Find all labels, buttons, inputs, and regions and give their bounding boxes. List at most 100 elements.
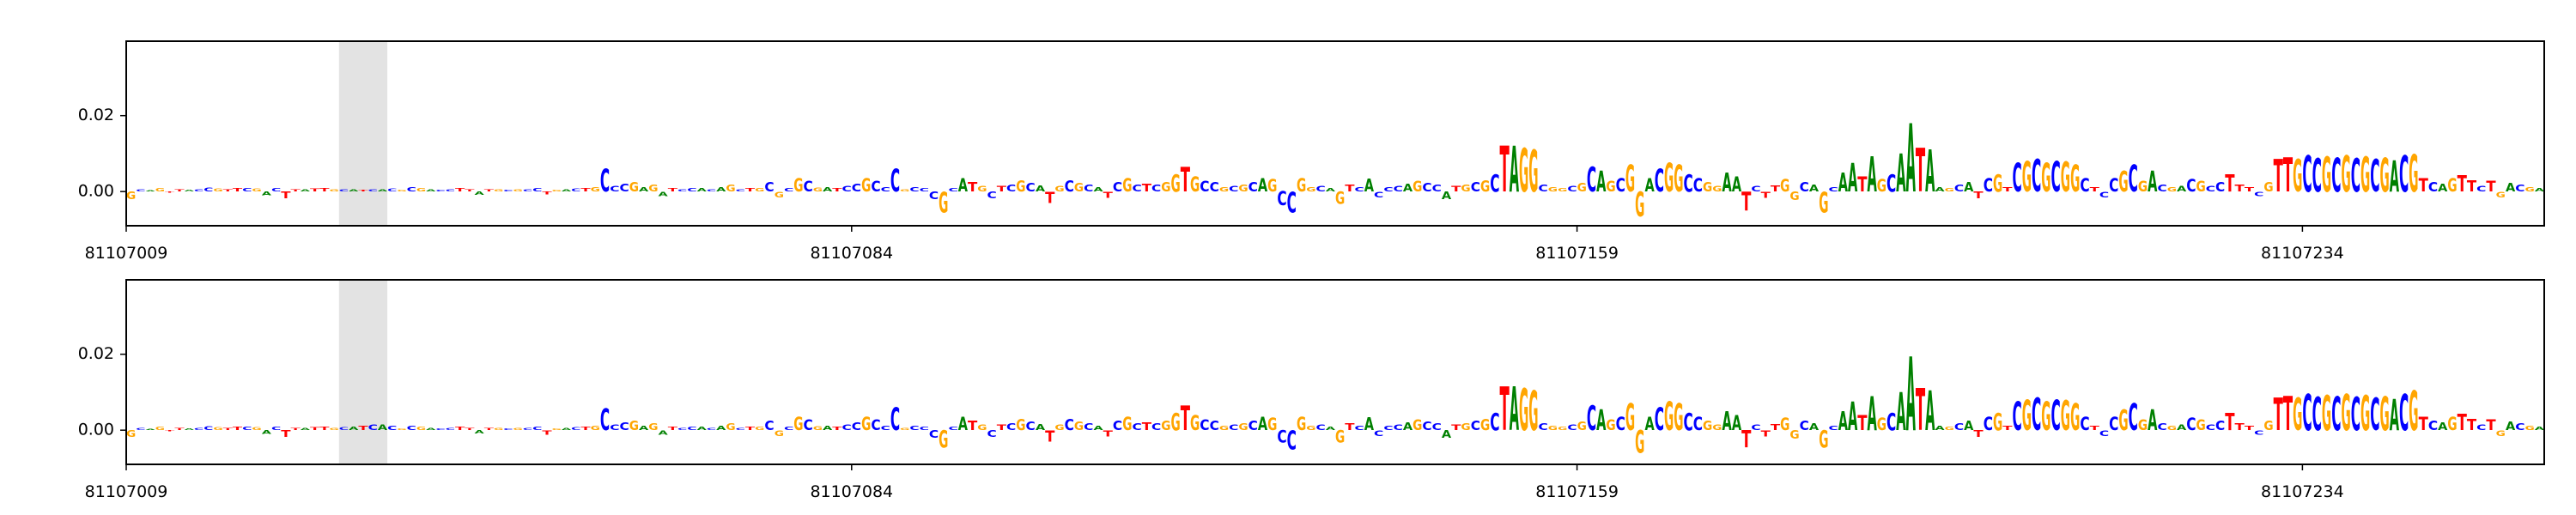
base-letter: A — [2438, 183, 2447, 195]
base-letter: T — [1045, 428, 1055, 446]
base-letter: G — [155, 427, 165, 432]
base-letter: C — [1113, 419, 1122, 433]
base-letter: C — [368, 189, 378, 192]
base-letter: G — [397, 428, 406, 431]
base-letter: C — [2351, 388, 2360, 441]
base-letter: G — [861, 415, 871, 435]
base-letter: C — [1229, 424, 1238, 433]
base-letter: C — [1984, 176, 1993, 197]
base-letter: A — [2177, 424, 2187, 433]
base-letter: C — [890, 402, 900, 439]
base-letter: G — [1528, 379, 1538, 443]
base-letter: C — [881, 424, 890, 432]
base-letter: C — [852, 183, 861, 195]
base-letter: C — [435, 428, 445, 431]
base-letter: G — [755, 188, 764, 193]
base-letter: C — [842, 424, 852, 433]
base-letter: C — [1954, 184, 1964, 195]
base-letter: C — [446, 189, 455, 192]
base-letter: C — [1567, 424, 1577, 433]
base-letter: A — [562, 427, 571, 431]
base-letter: G — [629, 419, 639, 433]
base-letter: T — [997, 424, 1007, 433]
base-letter: A — [262, 429, 272, 435]
base-letter: G — [2380, 149, 2390, 203]
base-letter: A — [562, 189, 571, 192]
base-letter: C — [136, 189, 145, 192]
base-letter: C — [1084, 422, 1093, 433]
x-tick-label: 81107234 — [2261, 244, 2344, 263]
base-letter: C — [1587, 161, 1596, 201]
base-letter: T — [465, 427, 474, 431]
base-letter: G — [1122, 176, 1132, 197]
base-letter: G — [2118, 405, 2128, 438]
base-letter: A — [1732, 411, 1741, 435]
base-letter: C — [571, 427, 580, 431]
base-letter: C — [987, 429, 996, 440]
base-letter: T — [223, 189, 233, 192]
base-letter: G — [2167, 424, 2177, 432]
base-letter: A — [1644, 415, 1655, 435]
base-letter: C — [368, 424, 378, 433]
base-letter: C — [2157, 184, 2166, 195]
base-letter: G — [2061, 393, 2070, 440]
base-letter: C — [707, 189, 716, 192]
base-letter: A — [1896, 384, 1905, 444]
base-letter: G — [1993, 171, 2002, 198]
base-letter: T — [542, 429, 552, 437]
base-letter: G — [416, 187, 426, 192]
x-tick-label: 81107234 — [2261, 482, 2344, 501]
base-letter: A — [823, 185, 833, 193]
base-letter: C — [2476, 185, 2486, 194]
base-letter: A — [1403, 421, 1413, 433]
y-tick-label: 0.02 — [78, 344, 114, 363]
base-letter: C — [881, 185, 890, 193]
base-letter: A — [475, 191, 485, 196]
base-letter: T — [1857, 411, 1867, 435]
base-letter: T — [455, 188, 466, 193]
base-letter: G — [126, 429, 136, 440]
base-letter: C — [2428, 180, 2438, 195]
base-letter: G — [1161, 180, 1170, 195]
base-letter: C — [1751, 424, 1760, 433]
base-letter: C — [600, 163, 610, 200]
base-letter: G — [1780, 177, 1789, 197]
base-letter: G — [1606, 417, 1615, 433]
base-letter: T — [2245, 424, 2255, 432]
base-letter: C — [1886, 409, 1896, 437]
base-letter: C — [1693, 176, 1703, 197]
base-letter: A — [1258, 415, 1268, 435]
base-letter: G — [1190, 173, 1200, 197]
base-letter: C — [2157, 422, 2166, 433]
base-letter: G — [1122, 415, 1132, 435]
base-letter: A — [1896, 145, 1905, 205]
base-letter: G — [1161, 419, 1170, 433]
base-letter: T — [1345, 422, 1355, 433]
base-letter: G — [1267, 177, 1277, 197]
base-letter: C — [1026, 181, 1036, 194]
base-letter: A — [639, 185, 649, 193]
base-letter: A — [426, 189, 435, 192]
base-letter: T — [832, 427, 843, 432]
base-letter: A — [2177, 185, 2187, 194]
base-letter: A — [1326, 187, 1336, 192]
base-letter: T — [281, 429, 291, 440]
base-letter: T — [832, 188, 843, 193]
base-letter: T — [2274, 390, 2283, 440]
base-letter: C — [1432, 422, 1442, 433]
base-letter: A — [1510, 135, 1519, 207]
base-letter: C — [764, 180, 774, 195]
base-letter: G — [2322, 386, 2331, 442]
base-letter: G — [213, 188, 222, 192]
base-letter: G — [1054, 185, 1064, 194]
base-letter: C — [2206, 185, 2215, 194]
base-letter: A — [958, 176, 969, 197]
base-letter: T — [1103, 191, 1113, 200]
base-letter: C — [1151, 422, 1161, 433]
base-letter: C — [929, 191, 939, 203]
base-letter: C — [1210, 419, 1219, 433]
base-letter: G — [2524, 185, 2534, 193]
base-letter: G — [2409, 379, 2418, 443]
base-letter: C — [1383, 185, 1393, 193]
